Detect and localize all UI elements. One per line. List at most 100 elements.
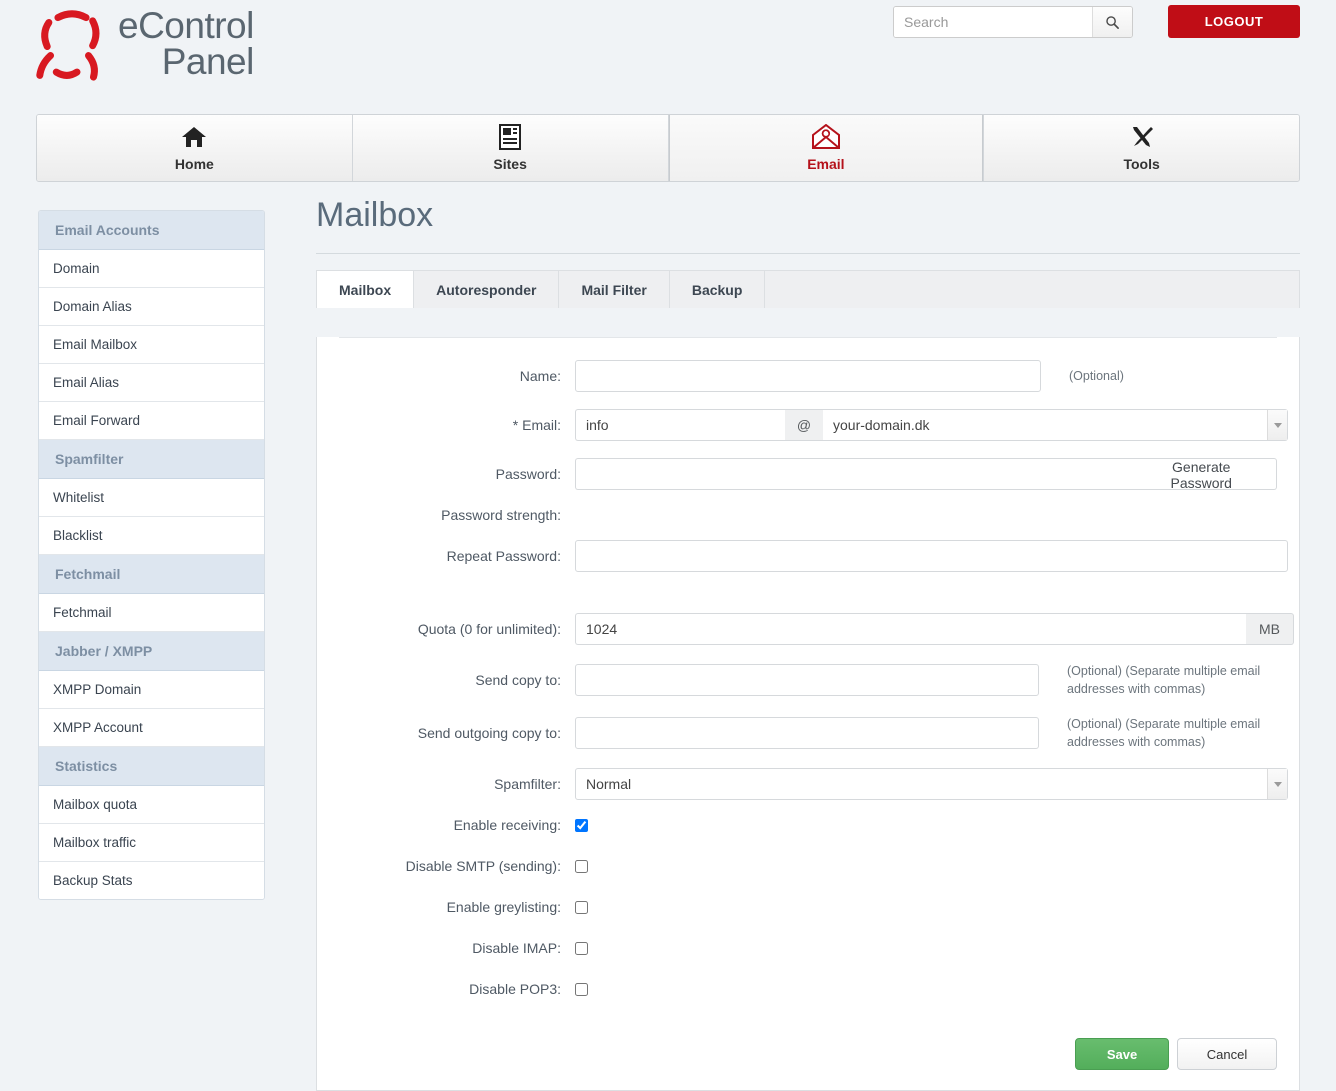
label-repeat-password: Repeat Password:	[446, 548, 561, 564]
open-envelope-at-icon	[811, 124, 841, 150]
nav-item-tools[interactable]: Tools	[984, 115, 1299, 181]
chevron-down-icon[interactable]	[1267, 410, 1287, 440]
cancel-button[interactable]: Cancel	[1177, 1038, 1277, 1070]
form-row-password-strength: Password strength:	[339, 507, 1277, 523]
label-password: Password:	[495, 466, 561, 482]
mailbox-form: Name: (Optional) * Email: @ your-domain.…	[317, 338, 1299, 997]
sidebar-item-email-alias[interactable]: Email Alias	[39, 364, 264, 402]
page-header: eControl Panel LOGOUT	[0, 0, 1336, 92]
form-row-password: Password: Generate Password	[339, 458, 1277, 491]
label-send-copy: Send copy to:	[475, 672, 561, 688]
nav-label-sites: Sites	[493, 156, 527, 172]
chevron-down-icon-spamfilter[interactable]	[1267, 769, 1287, 799]
disable-smtp-checkbox[interactable]	[575, 859, 588, 873]
form-row-spamfilter: Spamfilter: Normal	[339, 768, 1288, 800]
brand-line1: eControl	[118, 5, 254, 46]
save-button[interactable]: Save	[1075, 1038, 1169, 1070]
sidebar-item-email-forward[interactable]: Email Forward	[39, 402, 264, 440]
search-button[interactable]	[1092, 7, 1132, 37]
tab-mail-filter[interactable]: Mail Filter	[559, 271, 670, 308]
form-row-enable-receiving: Enable receiving:	[339, 817, 1277, 833]
label-spamfilter: Spamfilter:	[494, 776, 561, 792]
disable-imap-checkbox[interactable]	[575, 941, 588, 955]
form-row-disable-imap: Disable IMAP:	[339, 940, 1277, 956]
search-input[interactable]	[894, 7, 1092, 37]
label-enable-receiving: Enable receiving:	[453, 817, 561, 833]
spamfilter-select[interactable]: Normal	[575, 768, 1288, 800]
brand-logo[interactable]: eControl Panel	[30, 6, 254, 82]
nav-item-sites[interactable]: Sites	[352, 115, 669, 181]
document-page-icon	[499, 124, 522, 150]
name-input[interactable]	[575, 360, 1041, 392]
nav-label-email: Email	[807, 156, 845, 172]
nav-item-home[interactable]: Home	[37, 115, 353, 181]
page-title: Mailbox	[316, 196, 1300, 254]
search-box[interactable]	[893, 6, 1133, 38]
email-local-input[interactable]	[575, 409, 785, 441]
sidebar-item-blacklist[interactable]: Blacklist	[39, 517, 264, 555]
form-row-email: * Email: @ your-domain.dk	[339, 409, 1288, 441]
sidebar-item-whitelist[interactable]: Whitelist	[39, 479, 264, 517]
name-hint: (Optional)	[1069, 369, 1124, 383]
quota-unit-addon: MB	[1246, 613, 1294, 645]
sidebar-item-xmpp-domain[interactable]: XMPP Domain	[39, 671, 264, 709]
enable-greylisting-checkbox[interactable]	[575, 900, 588, 914]
repeat-password-input[interactable]	[575, 540, 1288, 572]
label-name: Name:	[519, 368, 561, 384]
sidebar-item-fetchmail[interactable]: Fetchmail	[39, 594, 264, 632]
email-at-symbol: @	[785, 409, 823, 441]
email-domain-select[interactable]: your-domain.dk	[823, 409, 1288, 441]
starburst-logo-icon	[36, 10, 100, 81]
sidebar-header-jabber-xmpp: Jabber / XMPP	[39, 632, 264, 671]
nav-item-email[interactable]: Email	[668, 115, 985, 181]
sidebar-item-domain[interactable]: Domain	[39, 250, 264, 288]
wrench-screwdriver-icon	[1129, 124, 1155, 150]
sidebar-item-domain-alias[interactable]: Domain Alias	[39, 288, 264, 326]
home-icon	[181, 124, 207, 150]
generate-password-button[interactable]: Generate Password	[1126, 458, 1277, 491]
tab-mailbox[interactable]: Mailbox	[317, 271, 415, 308]
sidebar-menu: Email Accounts Domain Domain Alias Email…	[38, 210, 265, 900]
form-row-enable-greylisting: Enable greylisting:	[339, 899, 1277, 915]
sidebar-item-backup-stats[interactable]: Backup Stats	[39, 862, 264, 899]
sidebar-header-email-accounts: Email Accounts	[39, 211, 264, 250]
main-navigation: Home Sites Email	[36, 114, 1300, 182]
brand-line2: Panel	[161, 41, 255, 82]
tab-backup[interactable]: Backup	[669, 271, 766, 308]
form-row-disable-pop3: Disable POP3:	[339, 981, 1277, 997]
brand-text: eControl Panel	[118, 5, 255, 82]
label-enable-greylisting: Enable greylisting:	[446, 899, 561, 915]
quota-input[interactable]	[575, 613, 1246, 645]
label-disable-pop3: Disable POP3:	[469, 981, 561, 997]
form-spacer	[339, 589, 1277, 613]
send-outgoing-copy-input[interactable]	[575, 717, 1039, 749]
password-input[interactable]	[575, 458, 1127, 490]
sidebar-item-mailbox-traffic[interactable]: Mailbox traffic	[39, 824, 264, 862]
send-copy-input[interactable]	[575, 664, 1039, 696]
sidebar-header-spamfilter: Spamfilter	[39, 440, 264, 479]
label-disable-smtp: Disable SMTP (sending):	[405, 858, 561, 874]
disable-pop3-checkbox[interactable]	[575, 982, 588, 996]
send-outgoing-copy-hint: (Optional) (Separate multiple email addr…	[1067, 717, 1261, 749]
label-quota: Quota (0 for unlimited):	[417, 621, 561, 637]
tab-autoresponder[interactable]: Autoresponder	[414, 271, 560, 308]
panel-divider	[339, 337, 1277, 338]
nav-label-tools: Tools	[1123, 156, 1160, 172]
sidebar-item-xmpp-account[interactable]: XMPP Account	[39, 709, 264, 747]
label-password-strength: Password strength:	[441, 507, 561, 523]
form-row-repeat-password: Repeat Password:	[339, 540, 1288, 572]
mailbox-form-panel: Name: (Optional) * Email: @ your-domain.…	[316, 337, 1300, 1091]
tab-filler	[765, 271, 1299, 308]
label-send-outgoing-copy: Send outgoing copy to:	[417, 725, 561, 741]
spamfilter-value: Normal	[586, 776, 632, 792]
form-row-name: Name: (Optional)	[339, 360, 1277, 392]
logout-button[interactable]: LOGOUT	[1168, 5, 1300, 38]
form-row-disable-smtp: Disable SMTP (sending):	[339, 858, 1277, 874]
sidebar-header-fetchmail: Fetchmail	[39, 555, 264, 594]
form-row-quota: Quota (0 for unlimited): MB	[339, 613, 1294, 645]
nav-label-home: Home	[174, 156, 214, 172]
sidebar-item-email-mailbox[interactable]: Email Mailbox	[39, 326, 264, 364]
enable-receiving-checkbox[interactable]	[575, 818, 588, 832]
sidebar-item-mailbox-quota[interactable]: Mailbox quota	[39, 786, 264, 824]
main-content: Mailbox Mailbox Autoresponder Mail Filte…	[316, 196, 1300, 1091]
